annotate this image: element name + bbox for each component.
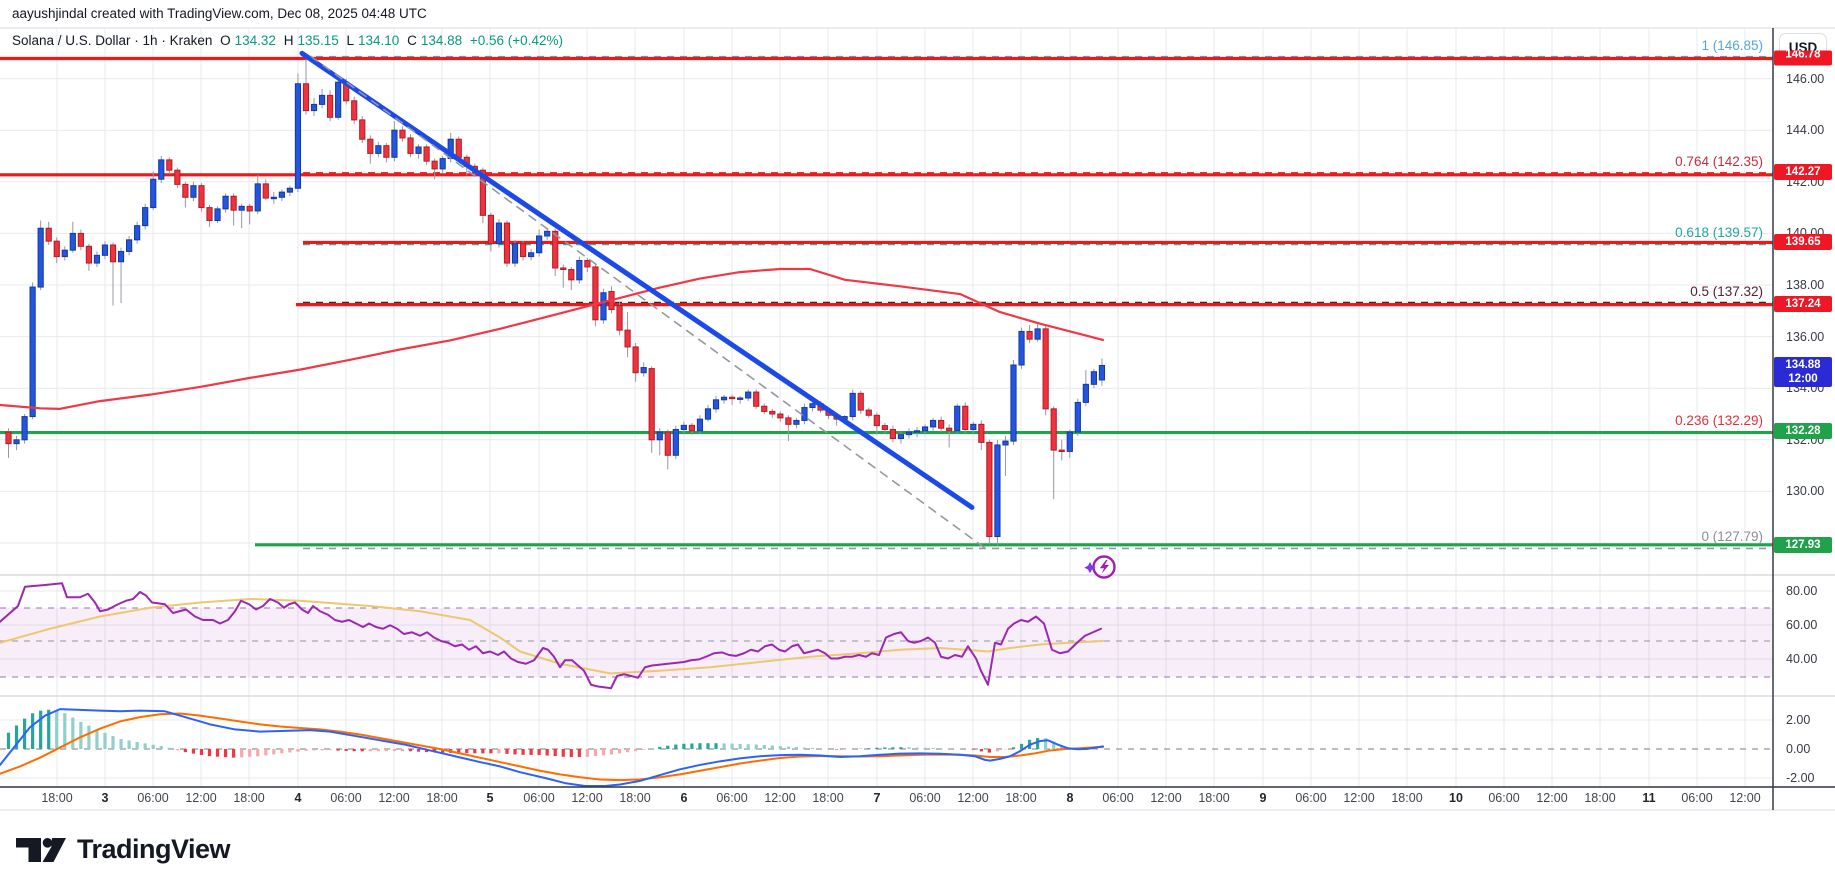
panel-separators bbox=[0, 27, 1835, 811]
tradingview-logo[interactable]: TradingView bbox=[15, 834, 231, 865]
symbol-title: Solana / U.S. Dollar · 1h · Kraken bbox=[12, 33, 213, 48]
ohlc-open-value: 134.32 bbox=[234, 33, 276, 48]
ohlc-open-key: O bbox=[220, 33, 231, 48]
attribution-text: aayushjindal created with TradingView.co… bbox=[12, 6, 427, 21]
ai-assistant-icon[interactable] bbox=[1080, 550, 1126, 589]
descending-trendline[interactable] bbox=[299, 50, 975, 510]
rsi-panel[interactable] bbox=[0, 582, 1773, 690]
ohlc-low-value: 134.10 bbox=[358, 33, 400, 48]
ohlc-close-key: C bbox=[407, 33, 417, 48]
candlestick-series[interactable] bbox=[5, 56, 1106, 546]
brand-text: TradingView bbox=[77, 834, 231, 864]
support-resistance-lines[interactable] bbox=[0, 56, 1773, 547]
tradingview-logo-mark bbox=[16, 837, 66, 862]
ohlc-high-key: H bbox=[283, 33, 294, 48]
ohlc-change: +0.56 (+0.42%) bbox=[469, 33, 563, 48]
symbol-legend[interactable]: Solana / U.S. Dollar · 1h · Kraken O 134.… bbox=[12, 33, 567, 48]
currency-toggle-button[interactable]: USD bbox=[1779, 33, 1827, 61]
price-ma-line[interactable] bbox=[0, 267, 1105, 410]
macd-panel[interactable] bbox=[0, 708, 1773, 787]
ohlc-low-key: L bbox=[346, 33, 355, 48]
ohlc-high-value: 135.15 bbox=[297, 33, 339, 48]
ohlc-close-value: 134.88 bbox=[420, 33, 463, 48]
parallel-guide[interactable] bbox=[310, 55, 990, 552]
